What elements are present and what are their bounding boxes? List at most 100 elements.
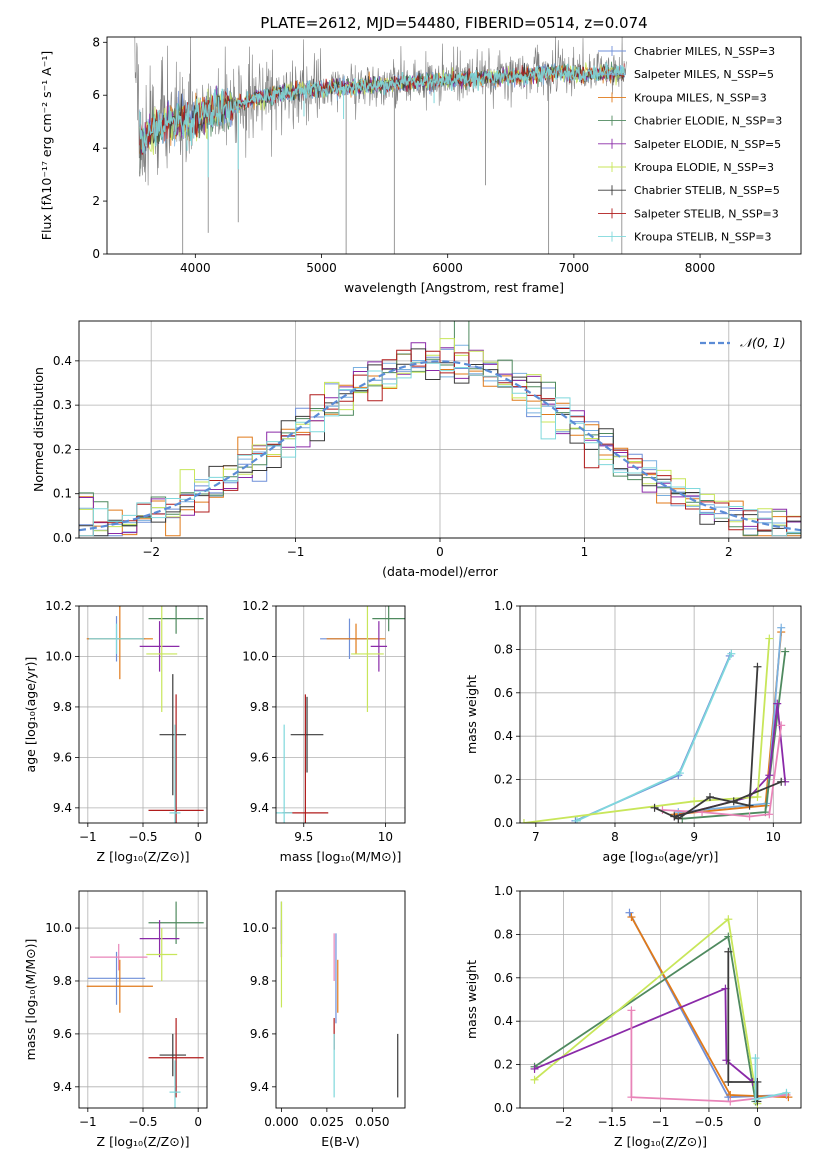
x-tick-label: −1 — [287, 545, 305, 559]
axes-frame — [519, 605, 802, 824]
plot-area — [79, 321, 801, 537]
y-tick-label: 0.3 — [53, 398, 72, 412]
legend-label-kroupa_miles: Kroupa MILES, N_SSP=3 — [634, 91, 767, 104]
series-chabrier_stelib — [727, 951, 759, 1102]
marker-chabrier_stelib — [705, 792, 714, 801]
axes-frame — [78, 890, 208, 1109]
marker-kroupa_stelib — [751, 1054, 760, 1063]
marker-kroupa_stelib — [751, 1095, 760, 1104]
errorbar-kroupa_miles — [86, 959, 153, 1013]
series-chabrier_elodie — [533, 935, 757, 1102]
y-tick-label: 9.4 — [250, 1080, 269, 1094]
marker-kroupa_stelib — [727, 649, 736, 658]
y-tick-label: 10.0 — [45, 649, 72, 663]
marker-chabrier_stelib — [745, 801, 754, 810]
marker-kroupa_stelib — [782, 1088, 791, 1097]
marker-chabrier_elodie — [781, 647, 790, 656]
errorbar-kroupa_stelib — [169, 1060, 181, 1108]
marker-chabrier_stelib — [670, 812, 679, 821]
series-kroupa_elodie — [533, 917, 759, 1104]
marker-pink — [627, 1093, 636, 1102]
errorbar-salpeter_elodie — [139, 621, 180, 672]
legend: Chabrier MILES, N_SSP=3 Salpeter MILES, N… — [598, 45, 782, 244]
x-tick-label: 10 — [766, 830, 781, 844]
errorbar-kroupa_miles — [326, 623, 386, 654]
y-axis-label: mass weight — [464, 675, 479, 754]
marker-kroupa_elodie — [765, 634, 774, 643]
y-tick-label: 0.2 — [494, 773, 513, 787]
marker-pink — [777, 721, 786, 730]
x-tick-label: 0 — [754, 1115, 762, 1129]
x-tick-label: −0.5 — [128, 830, 157, 844]
y-tick-label: 0.0 — [494, 1101, 513, 1115]
legend-label-salpeter_elodie: Salpeter ELODIE, N_SSP=5 — [634, 138, 781, 151]
y-axis-label: mass [log₁₀(M/M⊙)] — [23, 939, 38, 1061]
y-axis-label: Flux [fλ10⁻¹⁷ erg cm⁻² s⁻¹ A⁻¹] — [39, 51, 54, 240]
x-tick-label: 5000 — [306, 261, 337, 275]
panel-spectrum: 4000 5000 6000 7000 8000 0 2 4 6 8 wavelength [Ang… — [39, 14, 802, 295]
plot-area — [276, 606, 405, 823]
y-tick-label: 0.8 — [494, 642, 513, 656]
y-tick-label: 0 — [92, 247, 100, 261]
y-tick-label: 1.0 — [494, 884, 513, 898]
histogram-kroupa_stelib — [79, 361, 801, 537]
axes-frame — [78, 320, 802, 539]
y-tick-label: 6 — [92, 88, 100, 102]
x-tick-label: 8 — [611, 830, 619, 844]
marker-chabrier_stelib — [724, 1077, 733, 1086]
x-tick-label: −2 — [142, 545, 160, 559]
y-tick-label: 0.1 — [53, 487, 72, 501]
x-tick-label: 7 — [532, 830, 540, 844]
marker-kroupa_elodie — [530, 1075, 539, 1084]
plot-area — [530, 908, 793, 1108]
model-kroupa_elodie — [139, 62, 625, 156]
x-tick-label: 1 — [581, 545, 589, 559]
series-chabrier_miles — [575, 655, 731, 822]
marker-kroupa_elodie — [724, 915, 733, 924]
x-axis-label: Z [log₁₀(Z/Z⊙)] — [97, 849, 190, 864]
marker-chabrier_stelib — [724, 947, 733, 956]
marker-kroupa_stelib — [572, 816, 581, 823]
marker-chabrier_stelib — [753, 662, 762, 671]
errorbar-chabrier_stelib — [159, 674, 187, 796]
y-tick-label: 9.4 — [53, 801, 72, 815]
marker-kroupa_elodie — [690, 797, 699, 806]
y-tick-label: 9.6 — [250, 1027, 269, 1041]
y-tick-label: 4 — [92, 141, 100, 155]
errorbar-chabrier_stelib — [159, 1033, 187, 1077]
marker-kroupa_elodie — [520, 819, 528, 823]
chart-title: PLATE=2612, MJD=54480, FIBERID=0514, z=0… — [260, 14, 647, 32]
plot-area — [86, 901, 204, 1108]
x-tick-label: 0 — [194, 830, 202, 844]
panel-age_vs_mass: 9.5 10 9.4 9.6 9.8 10.0 10.2 mass [log₁₀(M/M⊙)] — [242, 599, 406, 864]
panel-mass_vs_Z: −1 −0.5 0 9.4 9.6 9.8 10.0 Z [log₁₀(Z/Z⊙)] mass … — [23, 890, 208, 1149]
x-axis-label: wavelength [Angstrom, rest frame] — [344, 280, 564, 295]
axes-frame — [275, 605, 406, 824]
legend-label-chabrier_stelib: Chabrier STELIB, N_SSP=5 — [634, 184, 780, 197]
marker-salpeter_elodie — [530, 1064, 539, 1073]
marker-kroupa_elodie — [753, 792, 762, 801]
marker-chabrier_stelib — [777, 777, 786, 786]
marker-chabrier_stelib — [650, 803, 659, 812]
series-kroupa_miles — [630, 916, 789, 1099]
marker-chabrier_miles — [625, 908, 634, 917]
marker-salpeter_elodie — [773, 699, 782, 708]
normal-curve — [79, 360, 801, 532]
y-tick-label: 9.4 — [53, 1080, 72, 1094]
x-tick-label: 8000 — [685, 261, 716, 275]
y-tick-label: 9.6 — [250, 750, 269, 764]
series-salpeter_elodie — [534, 987, 754, 1083]
plot-area — [520, 623, 790, 823]
legend-label-salpeter_stelib: Salpeter STELIB, N_SSP=3 — [634, 207, 779, 220]
y-tick-label: 9.8 — [53, 974, 72, 988]
y-tick-label: 9.8 — [53, 700, 72, 714]
panel-age_vs_Z: −1 −0.5 0 9.4 9.6 9.8 10.0 10.2 Z [log₁₀(Z/Z⊙)] a… — [23, 599, 208, 864]
marker-salpeter_miles — [777, 623, 786, 632]
x-tick-label: 6000 — [432, 261, 463, 275]
x-tick-label: 2 — [725, 545, 733, 559]
x-tick-label: −0.5 — [128, 1115, 157, 1129]
model-kroupa_stelib — [139, 61, 625, 153]
legend-label-chabrier_elodie: Chabrier ELODIE, N_SSP=3 — [634, 115, 782, 128]
errorbar-chabrier_elodie — [372, 606, 405, 632]
y-tick-label: 10.0 — [242, 921, 269, 935]
